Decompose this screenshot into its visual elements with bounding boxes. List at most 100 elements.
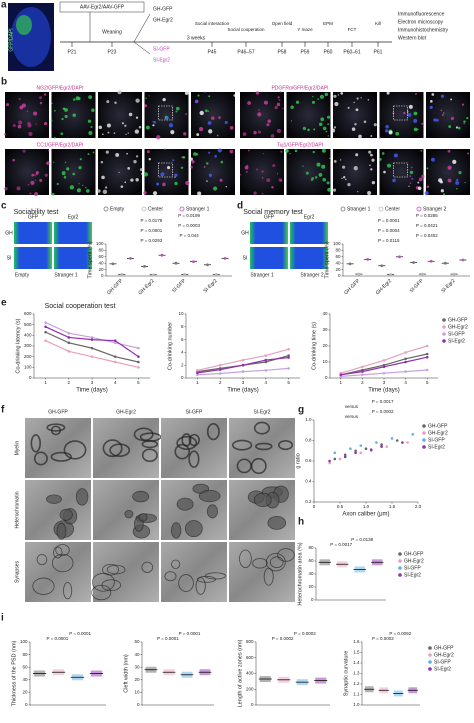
cell	[355, 108, 359, 112]
output: Western blot	[398, 35, 427, 41]
cell	[219, 178, 223, 182]
annotation: P = 0.0421	[416, 223, 438, 228]
y-tick-label: 200	[246, 686, 254, 691]
cell	[203, 166, 206, 168]
cell	[213, 186, 218, 191]
em-structure	[141, 561, 154, 573]
cell	[242, 132, 247, 136]
y-tick-label: 0	[311, 597, 314, 602]
mean-dot	[348, 262, 352, 266]
cell	[257, 130, 261, 134]
cell	[311, 100, 316, 104]
micrograph	[240, 92, 284, 138]
cell	[464, 181, 466, 184]
scatter-point	[395, 439, 399, 442]
cell	[332, 188, 337, 192]
age: P23	[108, 49, 117, 55]
cell	[280, 150, 283, 153]
cell	[85, 186, 87, 189]
series-point	[241, 358, 245, 362]
y-tick-label: 60	[22, 664, 28, 669]
legend-label: GH-Egr2	[428, 430, 448, 436]
cell	[139, 168, 143, 172]
em-structure	[33, 451, 48, 466]
cell	[302, 126, 307, 131]
cell	[162, 97, 166, 102]
cell	[22, 149, 26, 153]
cell	[134, 129, 140, 134]
legend-swatch	[398, 573, 402, 577]
cell	[66, 167, 70, 171]
cell	[189, 157, 193, 161]
cell	[44, 173, 48, 177]
y-tick-label: 0	[29, 375, 32, 380]
annotation: P = 0.0001	[46, 636, 68, 641]
annotation: P = 0.0001	[378, 218, 400, 223]
cell	[257, 112, 262, 117]
cell	[34, 179, 37, 182]
cell	[334, 101, 339, 107]
cell	[452, 159, 457, 165]
cell	[417, 181, 420, 184]
cell	[280, 179, 283, 182]
cell	[395, 131, 400, 136]
column-label: GFP	[264, 214, 275, 220]
em-structure	[91, 584, 112, 601]
cell	[207, 121, 212, 125]
series-point	[196, 369, 199, 372]
y-tick-label: 40	[22, 677, 28, 682]
x-axis-label: Time (days)	[76, 388, 107, 394]
axis	[329, 314, 438, 379]
mean-dot	[120, 273, 124, 276]
x-tick-label: 2.0	[415, 504, 422, 509]
cell	[381, 152, 385, 155]
cell	[152, 124, 155, 127]
cell	[174, 176, 176, 178]
cell	[106, 100, 110, 104]
series-point	[404, 370, 407, 373]
scatter-point	[380, 445, 383, 448]
cell	[216, 134, 219, 137]
cell	[16, 186, 21, 191]
y-axis-label: Synaptic curvature	[343, 651, 349, 697]
x-tick-label: 1	[44, 380, 47, 385]
cell	[463, 122, 465, 125]
cell	[442, 112, 445, 114]
em-structure	[109, 443, 131, 457]
series-point	[44, 321, 47, 324]
series-point	[404, 357, 407, 361]
cell	[417, 186, 422, 191]
cell	[28, 131, 33, 137]
cell	[403, 111, 406, 115]
virus: AAV-Egr2/AAV-GFP	[80, 4, 125, 10]
cell	[370, 168, 373, 171]
row-header: Synapses	[14, 561, 20, 583]
cell	[113, 132, 116, 134]
em-structure	[102, 439, 123, 458]
em-structure	[46, 494, 62, 504]
em-structure	[265, 553, 286, 572]
cell	[135, 178, 139, 182]
y-axis-label: Co-drinking number	[167, 322, 173, 370]
cell	[261, 177, 264, 179]
cell	[3, 133, 7, 136]
cell	[411, 177, 414, 180]
cell	[224, 120, 228, 124]
cell	[363, 120, 367, 124]
cell	[180, 166, 184, 169]
cell	[276, 102, 281, 107]
legend-swatch	[398, 566, 402, 570]
cell	[21, 103, 26, 108]
scatter-point	[359, 444, 363, 447]
legend-swatch	[398, 559, 402, 563]
x-tick-label: 5	[426, 380, 429, 385]
annotation: P = 0.0017	[372, 399, 394, 404]
legend-label: Stranger 1	[347, 206, 371, 212]
cell	[33, 111, 38, 116]
cell	[102, 133, 104, 136]
cell	[194, 100, 198, 104]
series-point	[241, 370, 245, 373]
legend-swatch	[103, 206, 109, 212]
micrograph	[98, 149, 142, 195]
scatter-point	[364, 447, 368, 451]
